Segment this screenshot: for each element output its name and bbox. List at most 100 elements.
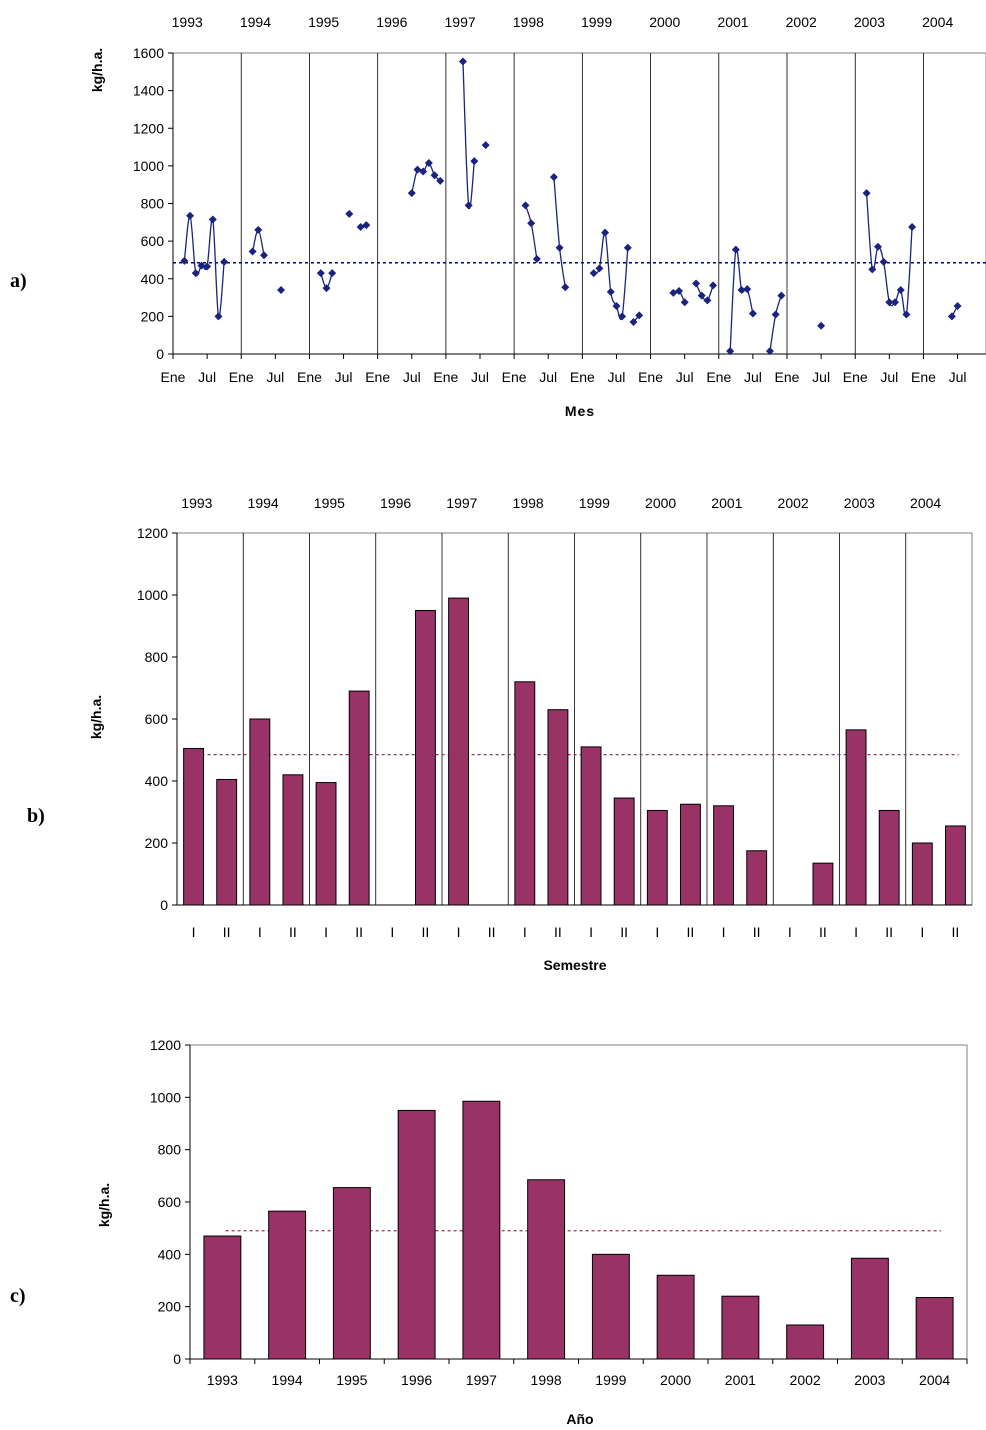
x-tick-label: 2002 [790,1372,821,1388]
bar [547,709,569,906]
data-point [703,296,712,305]
x-tick-label: I [390,924,394,940]
chart-c: 0 200 400 600 800 1000 1200 1993 1994 1995 1996 199… [10,1037,968,1427]
x-tick-label: Jul [403,369,421,385]
bar [713,805,734,906]
bar [268,1210,307,1360]
x-axis-title: Semestre [543,957,606,973]
bar [415,610,436,906]
x-tick-label: II [422,924,430,940]
bar [580,746,602,906]
data-point [555,243,564,252]
y-tick-label: 1000 [137,587,168,603]
x-tick-label: Ene [433,369,458,385]
data-point [436,176,445,185]
data-point [891,298,900,307]
bar [646,809,668,906]
data-point [481,141,490,150]
x-axis-title: Mes [565,403,595,419]
x-tick-label: Jul [471,369,489,385]
year-label: 1994 [240,14,271,30]
year-label: 2002 [778,495,809,511]
series-line [553,177,566,288]
y-tick-label: 200 [141,308,165,324]
x-tick-label: II [488,924,496,940]
bar [613,797,635,906]
y-tick-label: 1000 [150,1089,181,1105]
x-tick-label: Ene [297,369,322,385]
data-point [902,310,911,319]
data-point [214,312,223,321]
x-tick-label: II [885,924,893,940]
x-tick-label: Ene [638,369,663,385]
data-point [731,245,740,254]
data-point [464,201,473,210]
y-axis-title: kg/h.a. [88,695,104,739]
x-tick-label: I [722,924,726,940]
year-label: 2004 [910,495,941,511]
x-tick-label: Ene [161,369,186,385]
bar [282,774,304,906]
panel-label: a) [10,270,27,292]
bar [945,825,966,906]
x-tick-label: Jul [335,369,353,385]
year-label: 1998 [513,14,544,30]
series-line [729,247,754,352]
y-tick-label: 600 [158,1194,182,1210]
data-point [203,262,212,271]
data-point [635,311,644,320]
year-label: 1994 [248,495,279,511]
data-point [862,189,871,198]
data-point [623,243,632,252]
x-tick-label: I [523,924,527,940]
x-tick-label: 1997 [466,1372,497,1388]
x-tick-label: 1993 [207,1372,238,1388]
data-point [629,318,638,327]
x-tick-label: II [620,924,628,940]
x-tick-label: II [355,924,363,940]
data-point [765,347,774,356]
data-point [277,286,286,295]
data-point [259,251,268,260]
year-label: 2003 [844,495,875,511]
data-point [328,269,337,278]
series-line [593,231,629,321]
data-point [419,167,428,176]
data-point [896,286,905,295]
bar [462,1100,501,1360]
data-point [618,312,627,321]
bar [845,729,867,906]
x-tick-label: Jul [744,369,762,385]
data-point [595,264,604,273]
data-point [868,265,877,274]
year-label: 1995 [314,495,345,511]
year-label: 1993 [172,14,203,30]
x-tick-label: Ene [911,369,936,385]
data-point [726,347,735,356]
y-tick-label: 600 [145,711,169,727]
bar [850,1257,889,1360]
x-tick-label: I [920,924,924,940]
series-line [769,295,782,352]
y-tick-label: 400 [141,271,165,287]
y-tick-label: 0 [156,346,164,362]
data-point [220,257,229,266]
x-tick-label: II [687,924,695,940]
x-tick-label: 1995 [336,1372,367,1388]
x-tick-label: Ene [570,369,595,385]
data-point [424,159,433,168]
year-label: 1995 [308,14,339,30]
data-point [186,211,195,220]
y-tick-label: 600 [141,233,165,249]
y-tick-label: 0 [173,1351,181,1367]
y-axis-title: kg/h.a. [96,1183,112,1227]
x-tick-label: I [854,924,858,940]
bar [448,597,469,906]
x-tick-label: Jul [266,369,284,385]
x-tick-label: 1996 [401,1372,432,1388]
bar [721,1295,760,1360]
data-point [362,221,371,230]
year-label: 1997 [445,14,476,30]
